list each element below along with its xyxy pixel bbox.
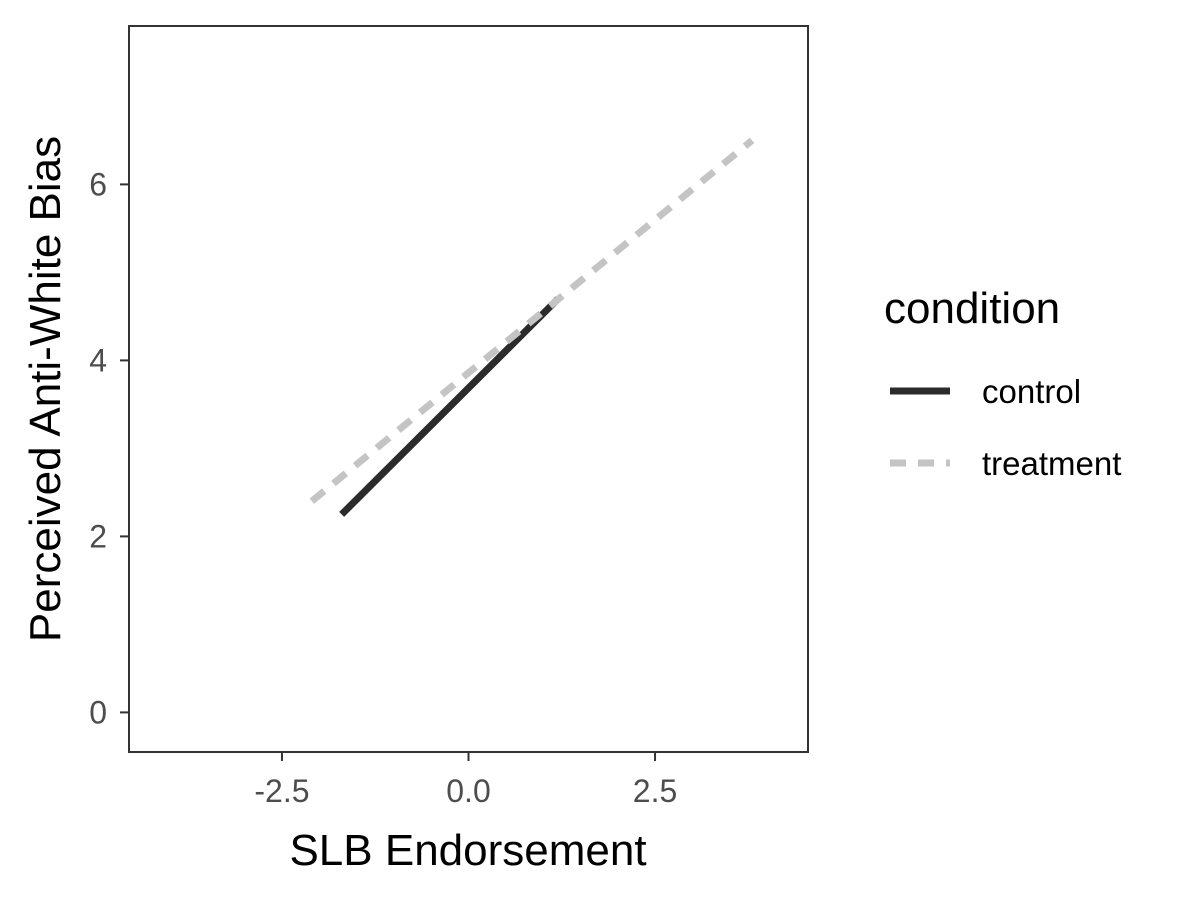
y-axis-title: Perceived Anti-White Bias <box>21 136 70 642</box>
legend-title: condition <box>884 284 1060 333</box>
y-axis: 0 2 4 6 <box>89 166 129 730</box>
x-tick-label: 0.0 <box>446 773 490 809</box>
series-line-control <box>339 296 561 517</box>
series-lines <box>309 137 755 517</box>
legend-label-control: control <box>982 373 1081 410</box>
x-axis: -2.5 0.0 2.5 <box>254 752 677 809</box>
x-tick-label: -2.5 <box>254 773 309 809</box>
legend: condition control treatment <box>884 284 1121 482</box>
legend-items: control treatment <box>890 373 1121 482</box>
y-tick-label: 6 <box>89 166 107 202</box>
legend-label-treatment: treatment <box>982 445 1121 482</box>
series-line-treatment <box>309 137 755 504</box>
y-tick-label: 0 <box>89 694 107 730</box>
y-tick-label: 4 <box>89 342 107 378</box>
y-tick-label: 2 <box>89 518 107 554</box>
x-axis-title: SLB Endorsement <box>289 826 646 875</box>
x-tick-label: 2.5 <box>633 773 677 809</box>
